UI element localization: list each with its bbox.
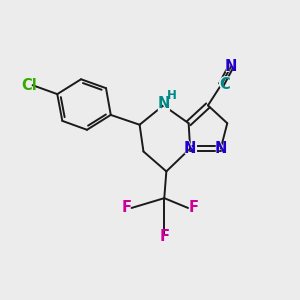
Text: N: N: [225, 59, 237, 74]
Text: H: H: [167, 88, 177, 101]
Text: N: N: [182, 139, 198, 158]
Text: N: N: [214, 141, 227, 156]
Text: N: N: [157, 95, 170, 110]
Text: N: N: [223, 57, 239, 76]
Text: N: N: [184, 141, 196, 156]
Text: F: F: [159, 229, 169, 244]
Text: N: N: [155, 96, 171, 115]
Text: C: C: [219, 77, 230, 92]
Text: C: C: [218, 75, 231, 94]
Text: F: F: [121, 200, 131, 215]
Text: F: F: [188, 200, 198, 215]
Text: Cl: Cl: [22, 78, 38, 93]
Text: N: N: [213, 139, 229, 158]
